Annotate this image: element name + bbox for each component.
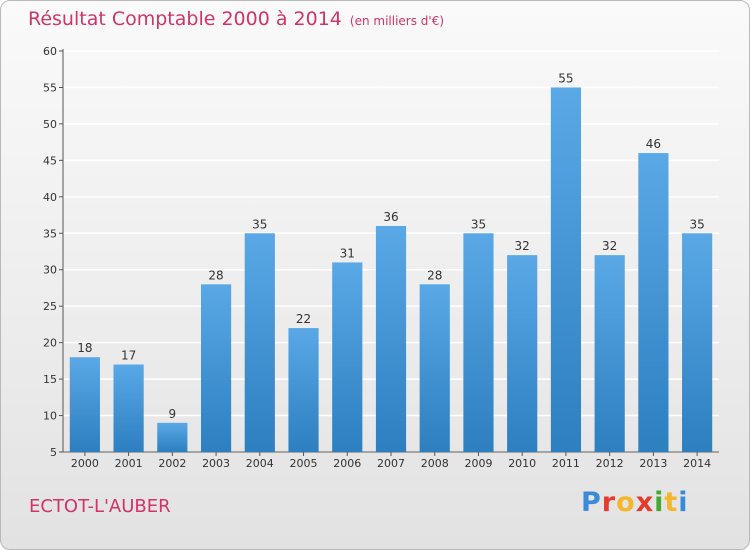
logo-letter: x [635,487,655,518]
y-tick-label: 15 [43,373,57,386]
y-tick-label: 5 [50,446,57,459]
x-tick-label: 2013 [639,457,667,470]
logo-letter: o [616,487,636,518]
x-tick-label: 2007 [377,457,405,470]
bar-value-label: 46 [646,137,661,151]
bar [157,422,188,452]
logo-letter: r [601,487,617,518]
bar-value-label: 22 [296,312,311,326]
bar [244,233,275,452]
y-tick-label: 20 [43,337,57,350]
bar-value-label: 17 [121,349,136,363]
bar [419,284,450,452]
bar-value-label: 18 [77,341,92,355]
y-tick-label: 60 [43,45,57,58]
y-tick-label: 30 [43,264,57,277]
bar-value-label: 55 [558,71,573,85]
bar-value-label: 35 [252,217,267,231]
logo-letter: t [664,487,679,518]
proxiti-logo[interactable]: Proxiti [581,487,689,518]
x-tick-label: 2002 [158,457,186,470]
bar-value-label: 31 [340,246,355,260]
bar [638,153,669,452]
x-tick-label: 2012 [596,457,624,470]
bar-value-label: 36 [383,210,398,224]
y-tick-label: 55 [43,81,57,94]
logo-letter: i [654,487,665,518]
x-tick-label: 2006 [333,457,361,470]
y-tick-label: 50 [43,118,57,131]
x-tick-label: 2008 [421,457,449,470]
chart-title-block: Résultat Comptable 2000 à 2014 (en millie… [28,8,444,30]
y-tick-label: 45 [43,154,57,167]
bar [375,225,407,452]
bar [550,87,582,453]
bar [113,364,144,452]
chart-title: Résultat Comptable 2000 à 2014 [28,8,342,30]
x-tick-label: 2003 [202,457,230,470]
y-tick-label: 25 [43,300,57,313]
bar [463,233,494,452]
logo-letter: P [581,487,602,518]
chart-unit: (en milliers d'€) [349,14,445,28]
x-tick-label: 2005 [290,457,318,470]
x-tick-label: 2000 [71,457,99,470]
y-tick-label: 35 [43,227,57,240]
x-tick-label: 2011 [552,457,580,470]
y-tick-label: 10 [43,410,57,423]
bar-value-label: 35 [689,217,704,231]
x-tick-label: 2014 [683,457,711,470]
bar-value-label: 35 [471,217,486,231]
bar-value-label: 28 [208,268,223,282]
y-tick-label: 40 [43,191,57,204]
bar-value-label: 32 [515,239,530,253]
x-tick-label: 2004 [246,457,274,470]
bar [288,328,319,452]
bar [69,357,100,452]
x-tick-label: 2009 [464,457,492,470]
bar [682,233,713,452]
x-tick-label: 2001 [115,457,143,470]
logo-letter: i [678,487,689,518]
bar [507,255,538,452]
x-tick-label: 2010 [508,457,536,470]
bar [332,262,363,452]
bar [594,255,625,452]
bar [200,284,232,452]
city-name: ECTOT-L'AUBER [29,496,171,517]
bar-value-label: 32 [602,239,617,253]
bar-value-label: 28 [427,268,442,282]
bar-value-label: 9 [169,407,177,421]
